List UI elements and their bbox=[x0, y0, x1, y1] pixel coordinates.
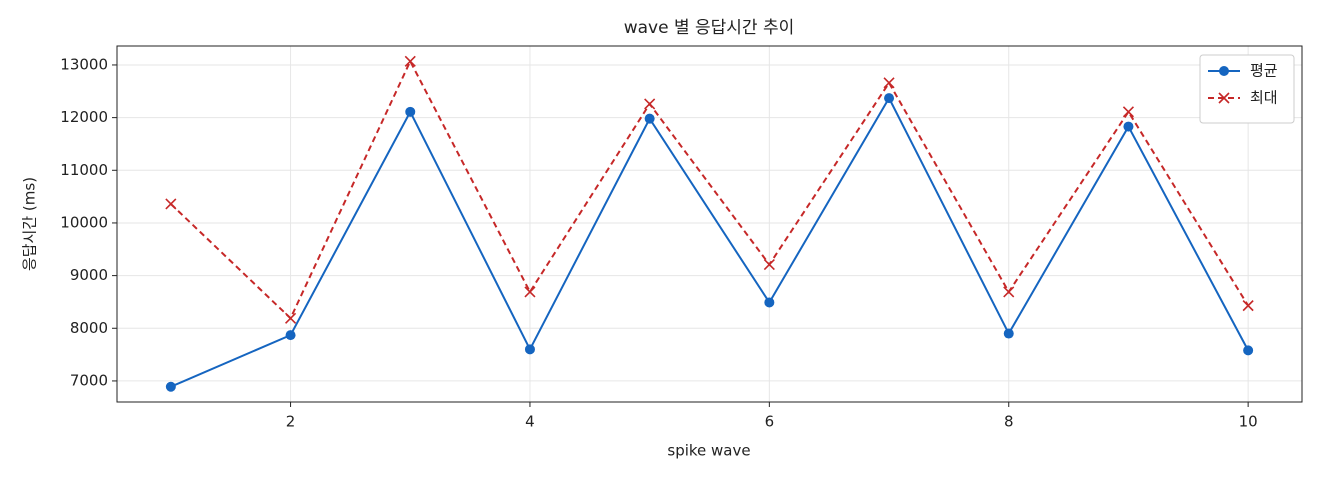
legend-marker bbox=[1219, 66, 1229, 76]
y-tick-label: 10000 bbox=[60, 213, 108, 231]
series-line bbox=[170, 59, 1249, 320]
y-tick-label: 7000 bbox=[70, 371, 108, 389]
x-tick-label: 10 bbox=[1239, 413, 1258, 431]
x-axis-label: spike wave bbox=[667, 442, 750, 460]
y-tick-label: 11000 bbox=[60, 161, 108, 179]
data-point bbox=[284, 312, 297, 324]
data-point bbox=[524, 344, 535, 355]
data-point bbox=[884, 93, 895, 104]
y-tick-label: 12000 bbox=[60, 108, 108, 126]
legend-marker bbox=[1218, 92, 1230, 104]
legend-box bbox=[1199, 54, 1295, 124]
data-point bbox=[1003, 286, 1015, 298]
data-point bbox=[1003, 328, 1014, 339]
legend-label: 최대 bbox=[1250, 89, 1278, 107]
x-tick-label: 6 bbox=[765, 413, 775, 431]
data-point bbox=[1122, 106, 1135, 118]
data-point bbox=[883, 77, 895, 89]
data-point bbox=[644, 113, 655, 124]
x-tick-label: 4 bbox=[525, 413, 535, 431]
y-tick-label: 9000 bbox=[70, 266, 108, 284]
x-tick-label: 2 bbox=[286, 413, 296, 431]
legend-label: 평균 bbox=[1250, 62, 1278, 80]
y-axis-label: 응답시간 (ms) bbox=[21, 177, 39, 271]
data-point bbox=[1243, 345, 1254, 356]
y-tick-label: 8000 bbox=[70, 319, 108, 337]
y-tick-label: 13000 bbox=[60, 55, 108, 73]
data-point bbox=[1242, 300, 1254, 312]
data-point bbox=[165, 381, 176, 392]
data-point bbox=[763, 258, 775, 271]
data-point bbox=[404, 55, 416, 67]
data-point bbox=[285, 330, 296, 341]
data-point bbox=[165, 198, 177, 210]
chart-title: wave 별 응답시간 추이 bbox=[624, 18, 795, 38]
data-point bbox=[644, 98, 656, 110]
data-point bbox=[405, 106, 416, 117]
data-point bbox=[764, 297, 775, 308]
data-point bbox=[524, 286, 536, 298]
series-line bbox=[170, 96, 1250, 388]
plot-frame bbox=[116, 45, 1303, 403]
data-point bbox=[1123, 121, 1134, 132]
x-tick-label: 8 bbox=[1004, 413, 1014, 431]
